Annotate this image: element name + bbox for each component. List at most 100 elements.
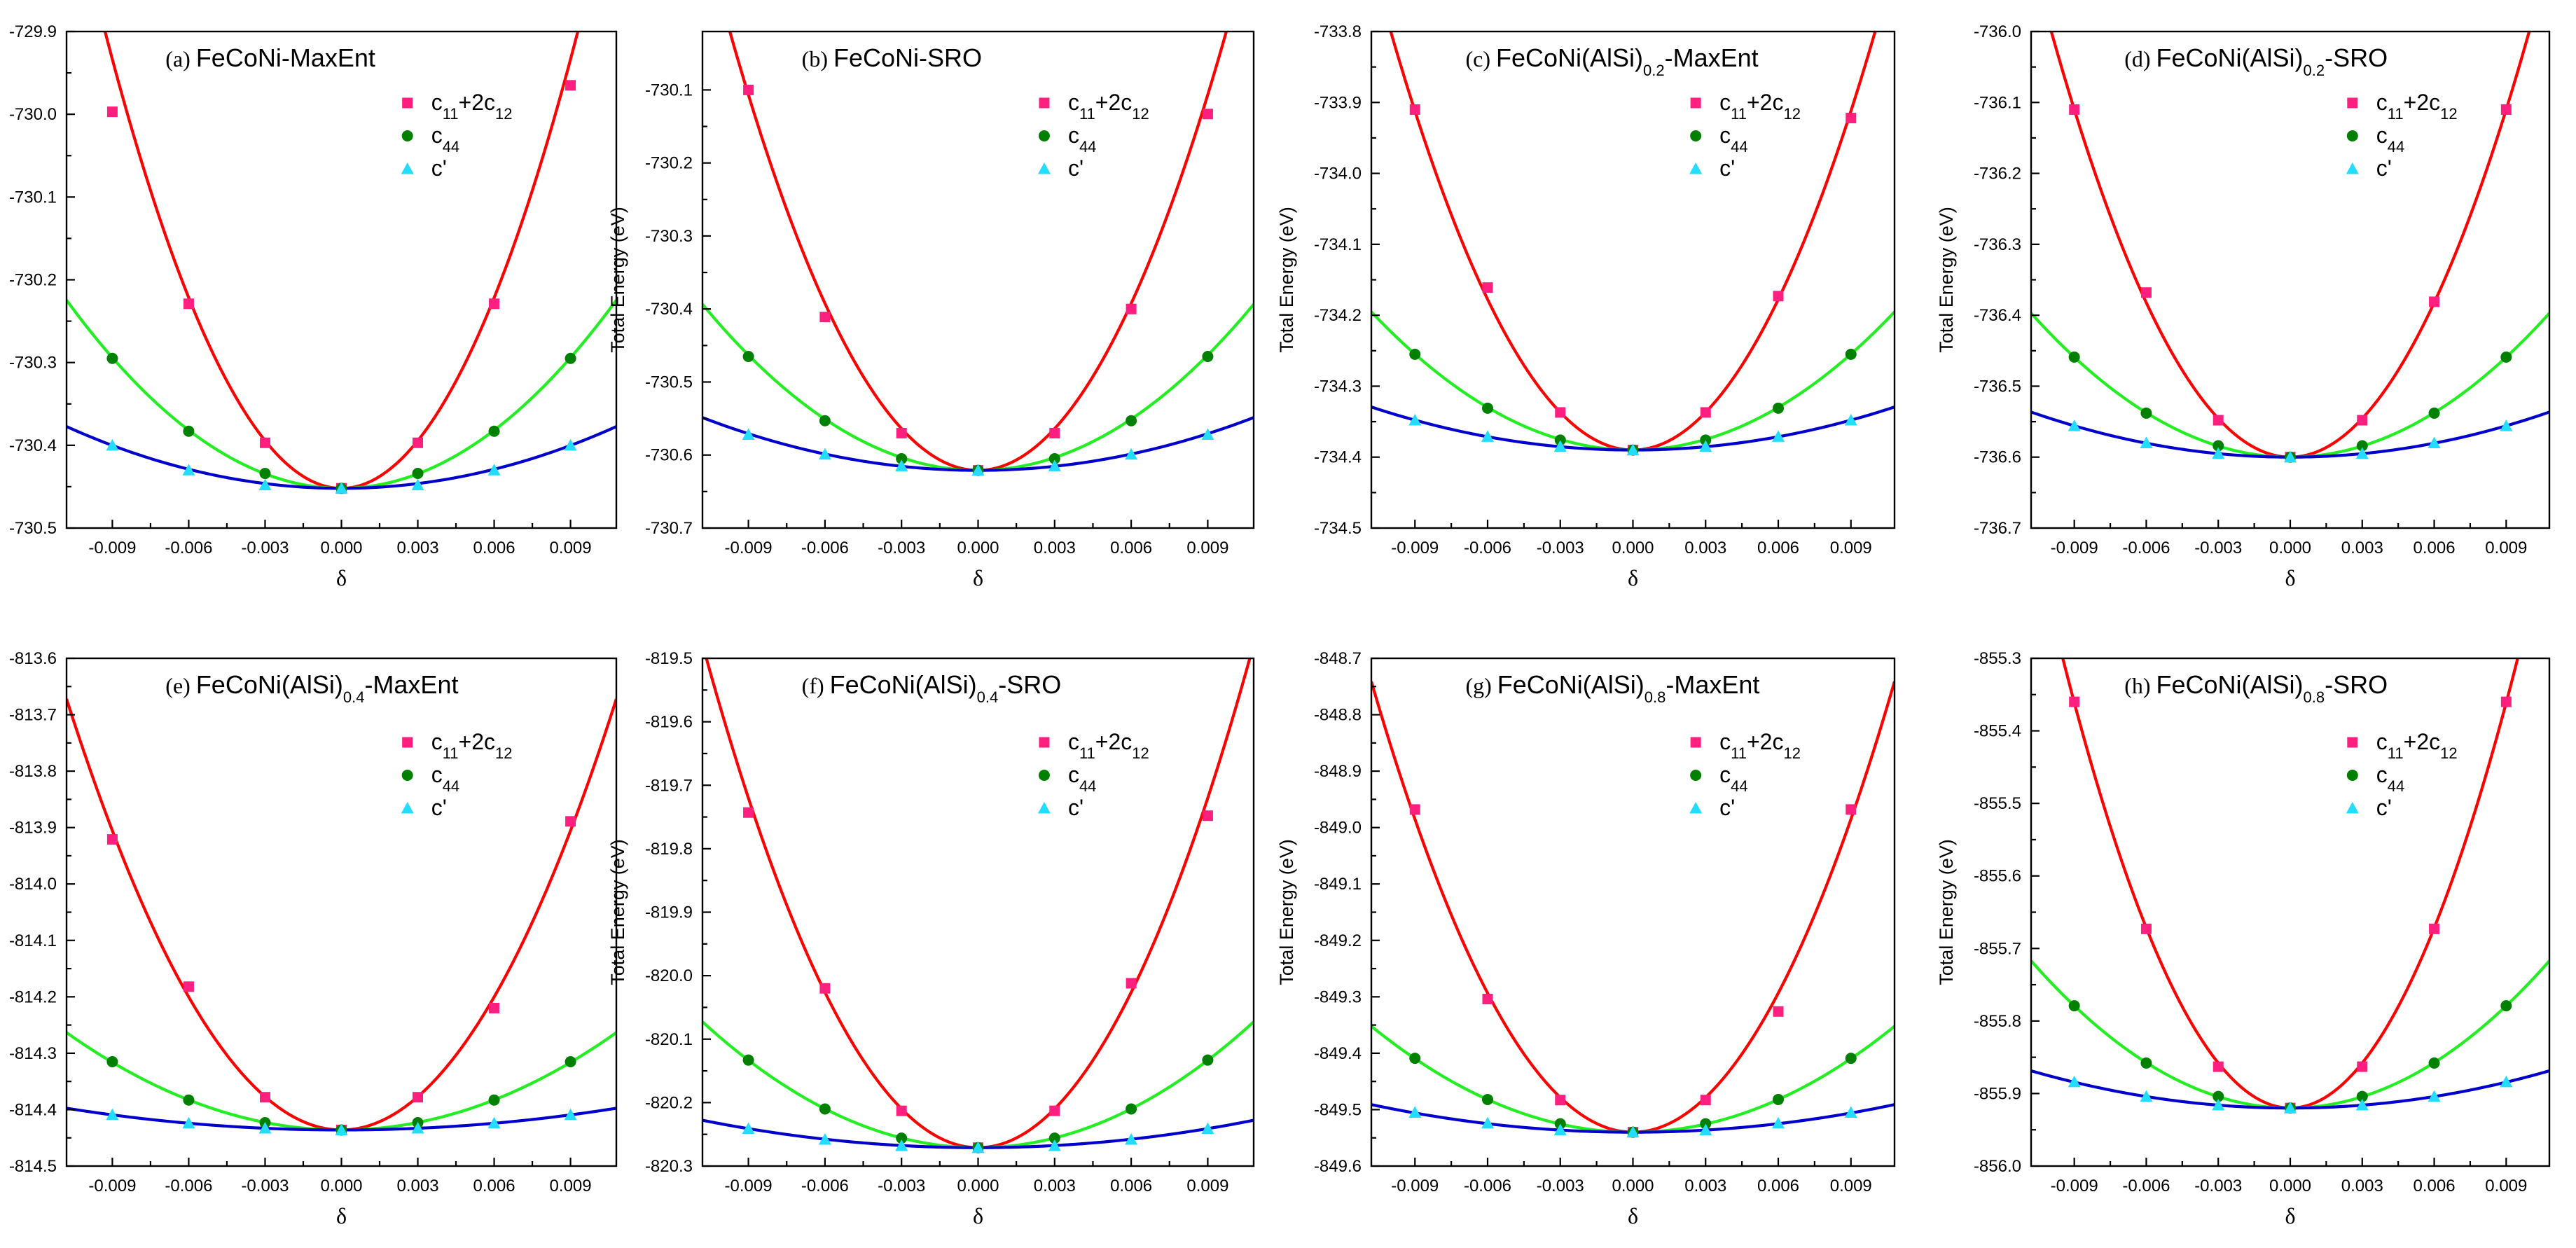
data-point-c44 [2068,1000,2080,1012]
y-tick-label: -819.8 [645,840,693,859]
x-tick-label: -0.003 [1537,1177,1584,1195]
data-point-c44 [1482,402,1493,414]
y-tick-label: -814.1 [9,931,57,950]
data-point-c44 [183,425,195,437]
data-point-cprime [818,1132,831,1145]
legend-marker-c11-2c12 [1039,737,1050,748]
x-tick-label: -0.006 [801,1177,849,1195]
x-tick-label: -0.006 [1464,1177,1511,1195]
data-point-c44 [2356,440,2368,452]
legend-label-c44: c44 [431,762,459,795]
y-tick-label: -849.2 [1314,931,1362,950]
fit-curve-cprime [1371,405,1895,452]
data-point-c11-2c12 [2140,923,2152,934]
data-point-cprime [1048,459,1061,471]
chart-panel-a: -0.009 -0.006 -0.003 0.000 0.003 0.006 0.009 -7… [9,22,618,590]
legend-label-c44: c44 [2376,762,2404,795]
data-point-c11-2c12 [819,983,831,994]
y-tick-label: -849.4 [1314,1044,1362,1063]
legend-marker-c44 [401,770,413,781]
x-tick-label: 0.009 [1830,539,1872,557]
y-tick-label: -730.2 [645,154,693,173]
data-point-cprime [2212,1099,2225,1111]
x-tick-label: 0.000 [2269,1177,2311,1195]
x-tick-label: 0.006 [1757,539,1799,557]
data-point-cprime [2428,436,2441,448]
plot-content [2031,32,2549,463]
panel-title: (d) FeCoNi(AlSi)0.2-SRO [2124,43,2388,79]
plot-frame [701,657,1255,1167]
legend-marker-c11-2c12 [2347,97,2358,109]
data-point-cprime [1553,1123,1567,1135]
panel-title: (a) FeCoNi-MaxEnt [165,43,375,72]
x-axis-label: δ [2285,565,2295,590]
y-tick-label: -734.0 [1314,165,1362,183]
legend-label-cprime: c' [431,155,447,181]
legend-marker-c44 [1038,130,1050,141]
data-point-c11-2c12 [413,1092,424,1103]
x-tick-label: 0.006 [473,1177,515,1195]
x-tick-label: 0.003 [1684,1177,1726,1195]
data-point-c11-2c12 [259,437,270,448]
chart-panel-d: -0.009 -0.006 -0.003 0.000 0.003 0.006 0.009 -7… [1936,22,2551,590]
x-tick-label: -0.003 [241,1177,289,1195]
data-point-cprime [1699,440,1712,452]
data-point-c44 [1202,1054,1214,1066]
data-point-c11-2c12 [183,981,194,992]
y-tick-label: -736.2 [1974,165,2021,183]
data-point-cprime [2500,1075,2513,1088]
y-tick-label: -813.8 [9,762,57,781]
legend-label-cprime: c' [1719,795,1735,820]
y-tick-label: -814.5 [9,1157,57,1176]
y-tick-label: -820.1 [645,1030,693,1049]
x-axis-label: δ [336,1203,347,1228]
data-point-c44 [1773,1093,1784,1105]
y-axis-label: Total Energy (eV) [1276,207,1297,353]
legend-marker-cprime [2346,162,2359,174]
data-point-cprime [1626,1125,1640,1138]
x-tick-label: -0.009 [2051,539,2098,557]
legend-label-cprime: c' [1068,155,1083,181]
plot-content [702,32,1254,476]
data-point-cprime [1481,430,1494,442]
x-tick-label: -0.009 [88,539,136,557]
data-point-cprime [1048,1139,1061,1151]
data-point-c44 [742,1054,754,1066]
data-point-cprime [182,464,195,476]
x-tick-label: 0.009 [1186,1177,1228,1195]
data-point-cprime [1553,440,1567,452]
x-tick-label: 0.000 [1612,1177,1654,1195]
legend-marker-c44 [2346,130,2358,141]
legend-label-cprime: c' [431,795,447,820]
legend-label-c11-2c12: c11+2c12 [1719,729,1801,762]
y-tick-label: -736.1 [1974,93,2021,112]
data-point-cprime [1201,428,1214,441]
y-tick-label: -855.3 [1974,649,2021,668]
data-point-c44 [1409,348,1421,360]
data-point-c11-2c12 [2140,287,2152,298]
fit-curve-c44 [2031,959,2549,1110]
data-point-c44 [2213,440,2224,452]
legend-marker-c11-2c12 [1039,97,1050,109]
y-tick-label: -729.9 [9,22,57,41]
x-tick-label: 0.009 [550,1177,592,1195]
legend-label-c44: c44 [1719,123,1747,155]
x-tick-label: 0.009 [550,539,592,557]
data-point-c11-2c12 [1482,994,1493,1005]
plot-frame [701,30,1255,529]
data-point-cprime [106,1108,119,1121]
chart-panel-e: -0.009 -0.006 -0.003 0.000 0.003 0.006 0.009 -8… [9,649,618,1228]
data-point-c44 [2428,1057,2440,1069]
data-point-c11-2c12 [1773,291,1784,302]
fit-curve-c44 [67,299,616,490]
data-point-c11-2c12 [565,80,576,91]
x-tick-label: 0.009 [1186,539,1228,557]
data-point-c11-2c12 [1482,282,1493,293]
legend-label-c11-2c12: c11+2c12 [1068,90,1149,123]
y-tick-label: -733.9 [1314,93,1362,112]
x-axis-label: δ [2285,1203,2295,1228]
plot-content [67,32,616,494]
data-point-c44 [1700,434,1712,446]
